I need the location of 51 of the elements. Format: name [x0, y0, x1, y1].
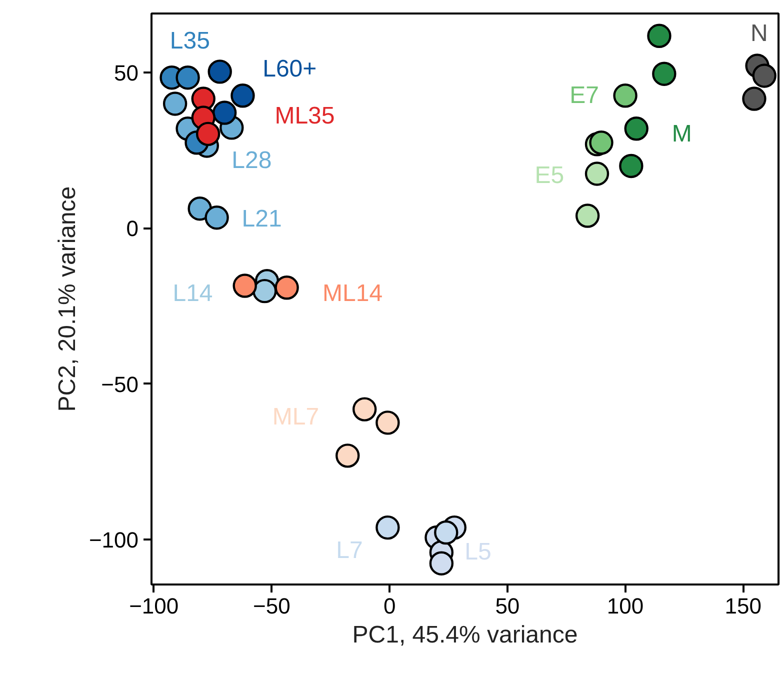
point	[652, 62, 676, 86]
point	[619, 154, 644, 178]
point	[274, 276, 299, 300]
point	[429, 551, 454, 576]
series-label: ML7	[272, 403, 320, 430]
point	[336, 444, 360, 468]
x-tick-label: 150	[724, 594, 762, 618]
point	[352, 397, 377, 422]
point	[613, 84, 638, 108]
point	[196, 122, 220, 146]
point	[742, 86, 766, 111]
point	[252, 278, 277, 304]
series-label: L35	[170, 27, 210, 54]
point	[212, 100, 237, 125]
point	[176, 66, 200, 90]
series-label: M	[672, 120, 692, 148]
series-label: L60+	[262, 55, 317, 82]
point	[376, 515, 400, 540]
point	[589, 130, 614, 155]
point	[230, 84, 255, 108]
series-label: ML14	[322, 280, 383, 308]
point	[647, 24, 672, 48]
series-label: L21	[242, 205, 282, 232]
series-label: E7	[570, 82, 599, 110]
point	[434, 520, 458, 545]
series-label: N	[750, 20, 768, 48]
y-tick-label: −100	[88, 527, 139, 552]
point	[204, 206, 229, 230]
series-label: L7	[336, 537, 363, 564]
point	[232, 274, 257, 298]
point	[162, 92, 188, 116]
point	[752, 64, 776, 88]
x-tick-label: 50	[495, 594, 520, 618]
y-tick-label: 50	[114, 60, 139, 86]
x-tick-label: 100	[606, 594, 644, 618]
series-label: L14	[172, 280, 213, 308]
x-tick-label: −50	[253, 594, 290, 618]
point	[376, 410, 400, 435]
x-axis-title: PC1, 45.4% variance	[352, 622, 578, 648]
series-label: L28	[232, 147, 272, 174]
y-tick-label: −50	[101, 372, 139, 397]
point	[584, 162, 610, 186]
x-tick-label: 0	[383, 594, 396, 618]
point	[624, 116, 648, 141]
point	[575, 204, 600, 228]
point	[208, 60, 232, 84]
point	[188, 196, 212, 221]
y-tick-label: 0	[126, 216, 139, 242]
series-label: E5	[534, 162, 564, 190]
y-axis-title: PC2, 20.1% variance	[54, 186, 81, 412]
text: ML35	[274, 102, 335, 130]
